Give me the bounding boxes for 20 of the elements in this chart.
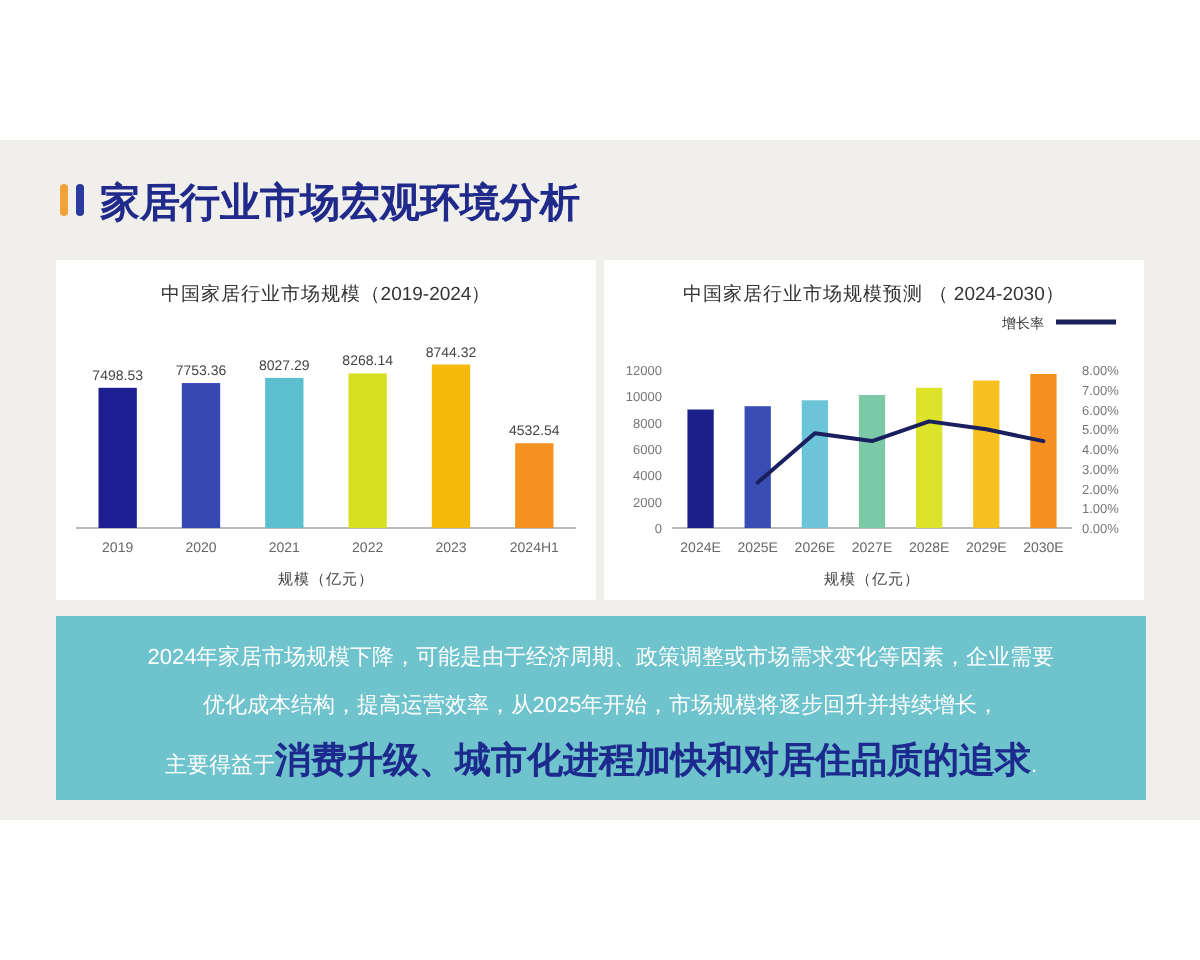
text: 家居行业市场宏观环境分析: [98, 180, 580, 226]
bar: [973, 380, 1000, 528]
bar: [744, 406, 771, 528]
line-series: [755, 419, 1046, 485]
bar: [515, 443, 554, 528]
text: 2024年家居市场规模下降，可能是由于经济周期、政策调整或市场需求变化等因素，企业需要: [147, 644, 1055, 670]
bar: [265, 377, 304, 528]
bar: [1030, 373, 1057, 528]
bar: [98, 387, 137, 528]
bar: [687, 409, 714, 528]
bar: [348, 373, 387, 528]
chart-title: 中国家居行业市场规模（2019-2024）: [160, 282, 492, 306]
bar: [916, 387, 943, 528]
bar: [858, 395, 886, 528]
bar: [181, 383, 221, 528]
bar: [431, 364, 471, 528]
text: 主要得益于消费升级、城市化进程加快和对居住品质的追求.: [164, 740, 1038, 780]
bar: [801, 400, 828, 528]
text: 优化成本结构，提高运营效率，从2025年开始，市场规模将逐步回升并持续增长，: [202, 692, 1000, 718]
chart-title: 中国家居行业市场规模预测 （ 2024-2030）: [683, 282, 1065, 306]
